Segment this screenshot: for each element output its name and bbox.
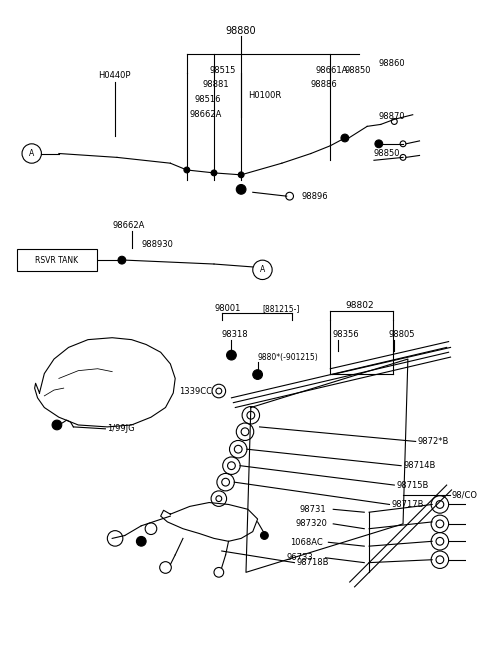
Text: 98715B: 98715B [396,480,429,489]
Text: RSVR TANK: RSVR TANK [36,256,79,265]
Text: 9880*(-901215): 9880*(-901215) [258,353,318,361]
Text: 1068AC: 1068AC [289,538,323,547]
Text: 98881: 98881 [203,80,229,89]
Text: 1/99JG: 1/99JG [108,424,135,434]
Text: H0100R: H0100R [248,91,281,100]
Circle shape [118,256,126,264]
Text: 987320: 987320 [295,519,327,528]
Circle shape [136,537,146,546]
Text: 98731: 98731 [300,505,326,514]
Circle shape [227,350,236,360]
Text: 98886: 98886 [311,80,338,89]
Text: 98356: 98356 [332,330,359,339]
Circle shape [211,170,217,176]
Text: 98805: 98805 [388,330,415,339]
Circle shape [52,420,62,430]
Text: 98516: 98516 [194,95,221,104]
Text: 98318: 98318 [222,330,248,339]
Text: 98850: 98850 [345,66,372,75]
Text: 98717B: 98717B [391,500,424,509]
Text: 98802: 98802 [345,301,374,310]
Text: 98896: 98896 [301,192,328,200]
Text: 98714B: 98714B [403,461,435,470]
Text: 98661A: 98661A [316,66,348,75]
Text: 98001: 98001 [215,304,241,313]
Text: 98880: 98880 [226,26,256,36]
Circle shape [261,532,268,539]
Text: 98718B: 98718B [296,558,329,567]
Circle shape [184,167,190,173]
Text: 98860: 98860 [379,59,406,68]
Text: A: A [260,265,265,275]
Text: 9872*B: 9872*B [418,437,449,446]
Text: [881215-]: [881215-] [263,304,300,313]
Text: 98515: 98515 [209,66,236,75]
Text: 98662A: 98662A [190,110,222,119]
Circle shape [253,370,263,379]
Text: H0440P: H0440P [97,72,130,80]
Text: 98/CO: 98/CO [452,490,478,499]
Text: 98850: 98850 [374,149,400,158]
Text: 988930: 988930 [141,240,173,249]
Text: A: A [29,149,35,158]
Circle shape [341,134,349,142]
Text: 96733: 96733 [287,553,313,562]
Text: 1339CC: 1339CC [179,386,212,396]
Text: 98870: 98870 [379,112,406,121]
Circle shape [238,172,244,178]
Circle shape [236,185,246,194]
FancyBboxPatch shape [17,250,96,271]
Circle shape [375,140,383,148]
Text: 98662A: 98662A [112,221,144,230]
